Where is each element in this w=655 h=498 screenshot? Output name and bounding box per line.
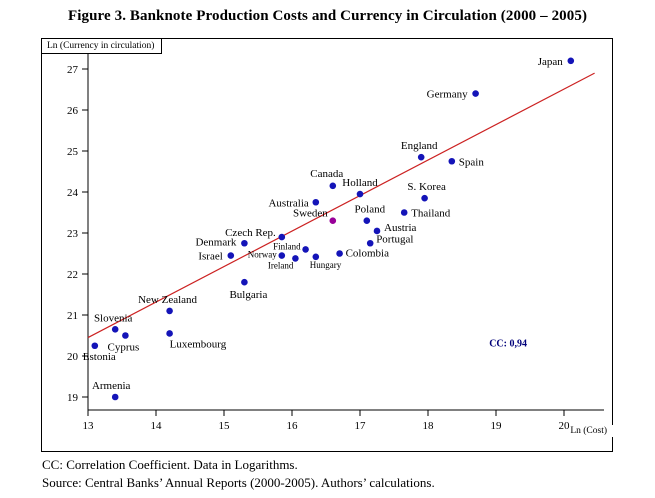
data-point [336, 250, 343, 257]
data-point-label: Denmark [195, 236, 236, 248]
data-point [278, 252, 286, 259]
y-tick-label: 20 [67, 351, 79, 363]
data-point [567, 57, 575, 65]
trendline [87, 72, 595, 339]
data-point [227, 252, 235, 259]
data-point [91, 342, 99, 350]
data-point-label: England [401, 140, 438, 152]
data-point [111, 326, 119, 333]
data-point [329, 217, 337, 224]
y-tick-label: 19 [67, 392, 79, 404]
data-point-label: Hungary [310, 260, 342, 270]
data-point [111, 393, 119, 401]
x-tick-label: 17 [355, 420, 367, 432]
data-point [166, 330, 173, 337]
figure-title: Figure 3. Banknote Production Costs and … [67, 8, 588, 24]
data-point [417, 153, 425, 161]
data-point [241, 239, 248, 247]
data-point-label: Austria [384, 222, 417, 234]
data-point-label: Luxembourg [170, 338, 227, 350]
data-point [366, 239, 374, 247]
data-point-label: Slovenia [94, 312, 133, 324]
data-point-label: Australia [268, 197, 308, 209]
data-point-label: Japan [538, 56, 564, 68]
data-point [400, 209, 408, 216]
correlation-annotation: CC: 0,94 [489, 339, 527, 350]
data-point [312, 253, 320, 261]
y-tick-label: 22 [67, 269, 78, 281]
footnote-cc: CC: Correlation Coefficient. Data in Log… [42, 457, 298, 472]
footnote-source: Source: Central Banks’ Annual Reports (2… [42, 475, 435, 490]
x-tick-label: 15 [219, 420, 231, 432]
x-tick-label: 18 [423, 420, 435, 432]
y-axis-label: Ln (Currency in circulation) [41, 38, 163, 54]
data-point-label: Germany [427, 89, 468, 101]
data-point [292, 255, 299, 262]
data-point [421, 194, 428, 202]
y-tick-label: 23 [67, 228, 79, 240]
data-point-label: Canada [310, 168, 343, 180]
scatter-plot: 19 20 21 22 23 24 25 26 27 13 14 15 16 17 18 19 20 Japan G… [67, 51, 604, 432]
y-tick-label: 25 [67, 146, 79, 158]
x-tick-label: 20 [559, 420, 571, 432]
data-point [472, 90, 479, 97]
data-point-label: Bulgaria [229, 289, 267, 301]
chart-frame: Ln (Currency in circulation) 19 20 21 22 23 2… [41, 38, 613, 452]
data-point-label: Holland [342, 177, 378, 189]
data-point-label: Colombia [346, 248, 390, 260]
y-tick-label: 27 [67, 64, 79, 76]
x-tick-label: 19 [491, 420, 503, 432]
data-point [166, 307, 173, 315]
data-point-label: Portugal [376, 233, 413, 245]
y-tick-label: 21 [67, 310, 78, 322]
data-point-label: Thailand [411, 208, 451, 220]
data-point [302, 246, 309, 253]
figure-footnotes: CC: Correlation Coefficient. Data in Log… [42, 456, 435, 492]
data-point-label: Finland [273, 241, 301, 251]
y-tick-label: 24 [67, 187, 79, 199]
x-axis-label: Ln (Cost) [570, 425, 613, 437]
x-tick-label: 13 [83, 420, 95, 432]
data-point-label: Sweden [293, 208, 328, 220]
data-point [448, 157, 456, 165]
data-point [122, 332, 129, 339]
data-point-label: Czech Rep. [225, 227, 276, 239]
data-point [278, 233, 286, 241]
data-point-label: Armenia [92, 380, 131, 392]
data-point [373, 227, 381, 235]
y-tick-label: 26 [67, 105, 79, 117]
data-point [329, 182, 337, 190]
data-point [356, 190, 364, 198]
data-point-label: Ireland [268, 260, 294, 270]
data-point-label: New Zealand [138, 294, 197, 306]
data-point-label: S. Korea [407, 181, 446, 193]
data-point-label: Spain [459, 156, 485, 168]
data-point-label: Poland [355, 204, 386, 216]
data-point-label: Norway [248, 250, 277, 260]
data-point [363, 217, 371, 224]
data-point [241, 278, 248, 286]
data-point-label: Estonia [83, 351, 116, 363]
data-point-label: Israel [198, 251, 222, 263]
x-tick-label: 16 [287, 420, 299, 432]
x-tick-label: 14 [151, 420, 163, 432]
data-point [312, 198, 320, 206]
data-point-label: Cyprus [108, 342, 140, 354]
